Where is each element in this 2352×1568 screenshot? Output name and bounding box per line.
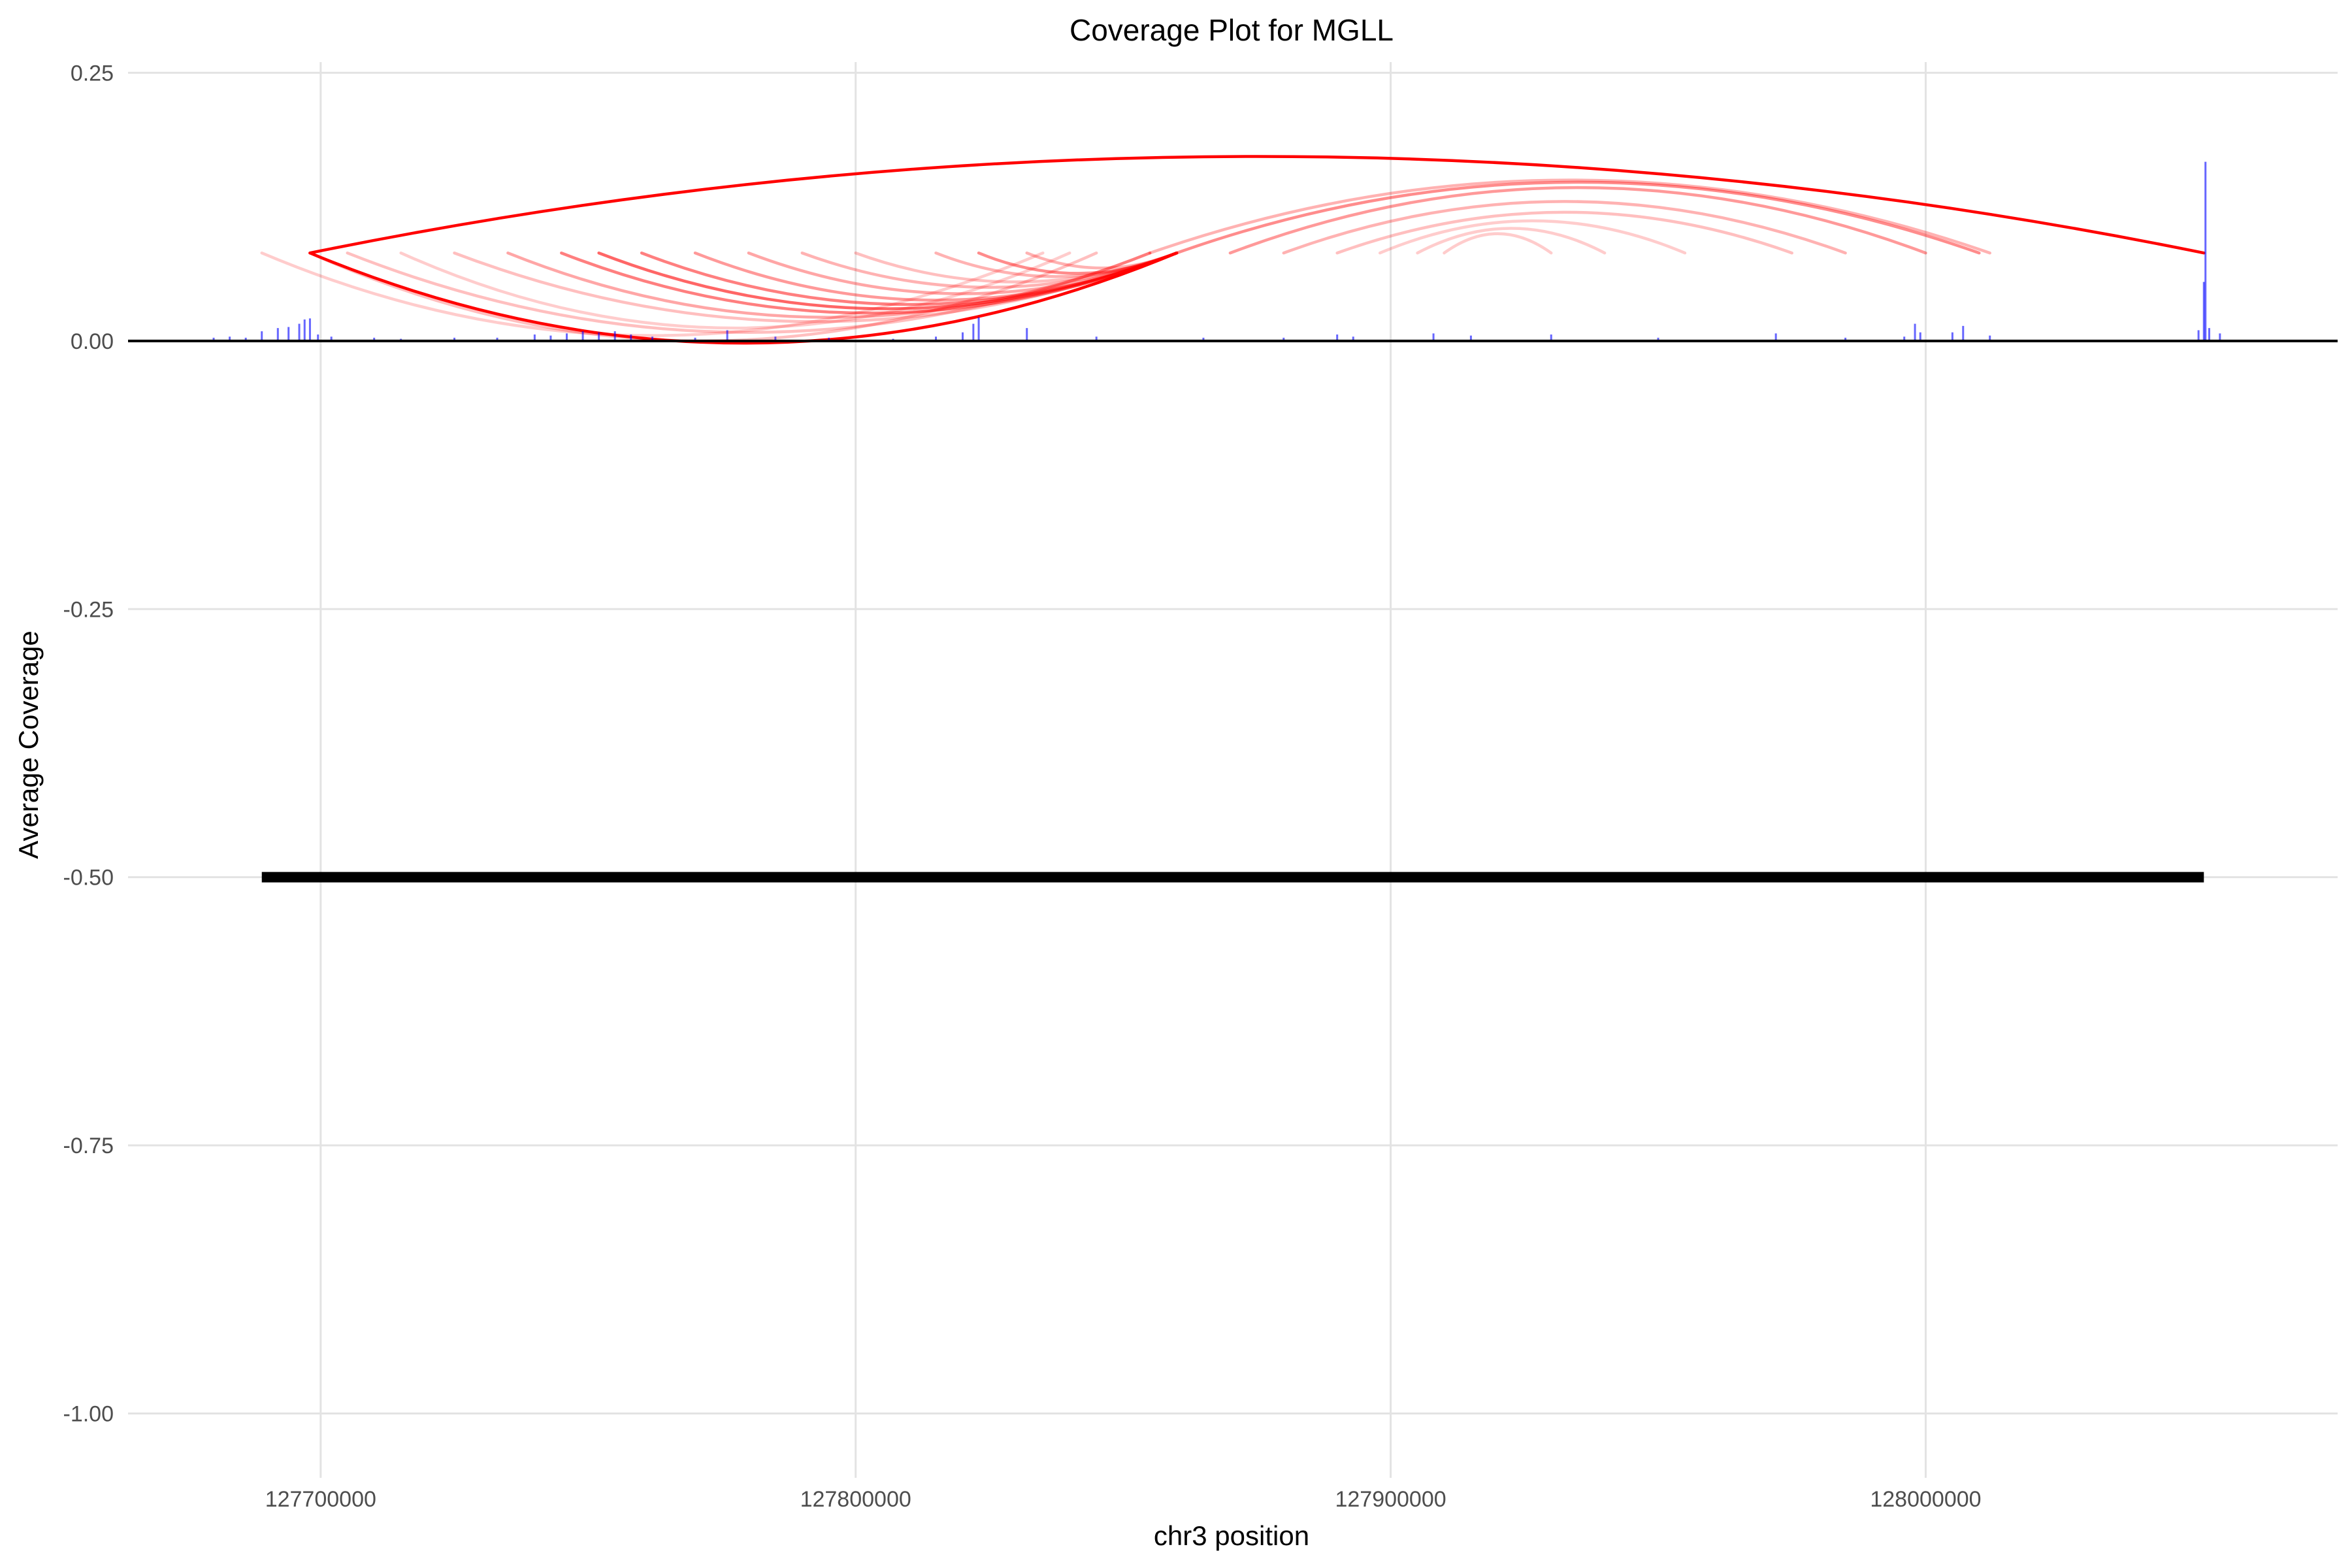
junction-arc <box>1148 178 1991 255</box>
junction-arc <box>747 251 1179 295</box>
junction-arc <box>260 251 1045 337</box>
x-tick-label: 127900000 <box>1335 1487 1446 1512</box>
y-tick-labels: 0.25 0.00 -0.25 -0.50 -0.75 -1.00 <box>63 61 114 1426</box>
junction-arc <box>800 251 1179 289</box>
junction-arc <box>399 251 1071 330</box>
junction-arc <box>1282 200 1847 255</box>
y-tick-label: -0.75 <box>63 1134 114 1158</box>
x-axis-label: chr3 position <box>1154 1520 1309 1551</box>
x-tick-labels: 127700000 127800000 127900000 128000000 <box>265 1487 1982 1512</box>
y-axis-label: Average Coverage <box>13 630 44 858</box>
y-tick-label: -0.25 <box>63 597 114 622</box>
x-tick-label: 128000000 <box>1870 1487 1981 1512</box>
junction-arc <box>1416 227 1607 255</box>
junction-arc <box>640 251 1179 306</box>
junction-arc <box>506 251 1152 319</box>
junction-arc <box>1443 232 1553 255</box>
x-tick-label: 127700000 <box>265 1487 376 1512</box>
junction-arc <box>693 251 1179 302</box>
y-tick-label: 0.00 <box>71 329 114 354</box>
junction-arc <box>1175 180 1981 255</box>
junction-arc <box>308 251 1179 345</box>
x-tick-label: 127800000 <box>800 1487 911 1512</box>
y-tick-label: -1.00 <box>63 1402 114 1427</box>
junction-arc <box>1378 219 1687 255</box>
junction-arc <box>977 251 1179 275</box>
junction-arc <box>934 251 1179 278</box>
junction-arc <box>854 251 1179 284</box>
y-tick-label: 0.25 <box>71 61 114 86</box>
junction-arc <box>308 155 2206 255</box>
junction-arc <box>1335 210 1793 255</box>
junction-arc <box>1025 251 1179 270</box>
y-tick-label: -0.50 <box>63 866 114 890</box>
junction-arc <box>1228 186 1927 255</box>
chart-title: Coverage Plot for MGLL <box>1070 13 1394 47</box>
